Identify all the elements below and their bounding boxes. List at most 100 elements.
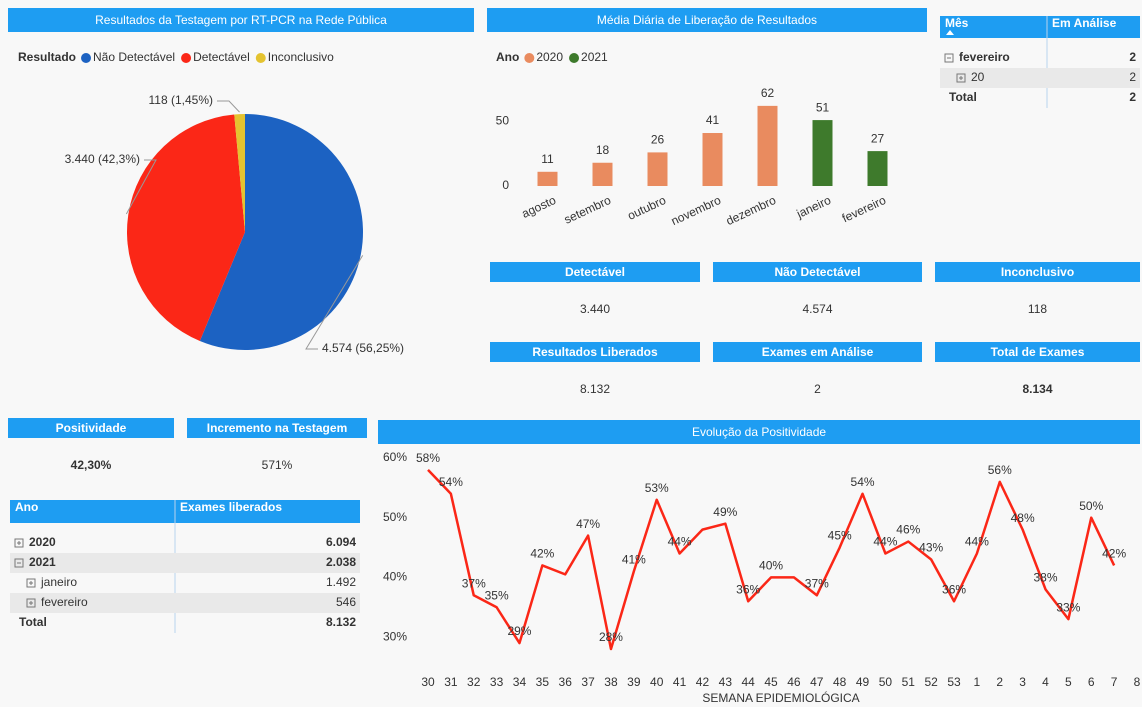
x-tick-label: 52	[924, 675, 938, 689]
legend-marker	[81, 53, 92, 63]
data-label: 4.574 (56,25%)	[322, 341, 404, 355]
bar	[867, 151, 888, 186]
data-label: 44%	[965, 535, 989, 549]
legend-label: Detectável	[193, 50, 250, 64]
legend-marker	[569, 53, 580, 63]
data-label: 53%	[645, 481, 669, 495]
card-header	[8, 418, 174, 438]
sort-arrow	[946, 30, 954, 35]
row-highlight	[10, 553, 360, 573]
x-tick-label: 8	[1134, 675, 1141, 689]
row-label: Total	[949, 90, 977, 104]
bar	[647, 152, 668, 186]
y-tick-label: 60%	[383, 450, 407, 464]
x-tick-label: 33	[490, 675, 504, 689]
data-label: 42%	[1102, 547, 1126, 561]
row-value: 2.038	[326, 555, 356, 569]
row-value: 1.492	[326, 575, 356, 589]
x-tick-label: 35	[536, 675, 550, 689]
data-label: 33%	[1056, 600, 1080, 614]
expand-icon	[26, 578, 36, 588]
leader-line	[305, 255, 364, 350]
column-header: Em Análise	[1052, 16, 1117, 30]
card-label: Total de Exames	[991, 345, 1085, 359]
card-label: Exames em Análise	[762, 345, 874, 359]
x-tick-label: 7	[1111, 675, 1118, 689]
data-label: 45%	[828, 529, 852, 543]
card-value: 4.574	[802, 302, 832, 316]
x-tick-label: 48	[833, 675, 847, 689]
x-tick-label: 32	[467, 675, 481, 689]
data-label: 37%	[462, 576, 486, 590]
x-tick-label: 5	[1065, 675, 1072, 689]
row-label: 2021	[29, 555, 56, 569]
data-label: 41	[706, 113, 720, 127]
row-value: 2	[1129, 50, 1136, 64]
row-label: fevereiro	[41, 595, 88, 609]
legend-label: 2020	[536, 50, 563, 64]
chart-title: Evolução da Positividade	[692, 425, 826, 439]
data-label: 44%	[873, 535, 897, 549]
card-label: Não Detectável	[774, 265, 860, 279]
x-tick-label: 39	[627, 675, 641, 689]
column-header: Ano	[15, 500, 38, 514]
x-tick-label: 34	[513, 675, 527, 689]
data-label: 50%	[1079, 499, 1103, 513]
x-tick-label: 37	[581, 675, 595, 689]
data-label: 49%	[713, 505, 737, 519]
x-tick-label: 30	[421, 675, 435, 689]
x-axis-title: SEMANA EPIDEMIOLÓGICA	[702, 690, 859, 705]
bar	[702, 133, 723, 186]
card-value: 8.132	[580, 382, 610, 396]
legend-label: Inconclusivo	[268, 50, 334, 64]
x-tick-label: 47	[810, 675, 824, 689]
expand-icon	[956, 73, 966, 83]
title-bar	[378, 420, 1140, 444]
y-tick-label: 30%	[383, 629, 407, 643]
table-header	[10, 500, 360, 523]
card-value: 2	[814, 382, 821, 396]
data-label: 26	[651, 133, 665, 147]
x-tick-label: 2	[996, 675, 1003, 689]
card-label: Detectável	[565, 265, 625, 279]
line	[427, 469, 1116, 651]
legend-title: Resultado	[18, 50, 76, 64]
x-tick-label: 40	[650, 675, 664, 689]
legend-label: Não Detectável	[93, 50, 175, 64]
legend-label: 2021	[581, 50, 608, 64]
x-tick-label: 45	[764, 675, 778, 689]
data-label: 44%	[668, 535, 692, 549]
data-label: 43%	[919, 541, 943, 555]
chart-title: Resultados da Testagem por RT-PCR na Red…	[95, 13, 387, 27]
row-value: 546	[336, 595, 356, 609]
y-tick-label: 50	[496, 114, 510, 128]
data-label: 46%	[896, 523, 920, 537]
data-label: 48%	[1011, 511, 1035, 525]
pie-slice	[234, 114, 245, 232]
data-label: 36%	[942, 582, 966, 596]
column-header: Mês	[945, 16, 969, 30]
data-label: 62	[761, 86, 775, 100]
card-label: Incremento na Testagem	[207, 421, 347, 435]
row-value: 2	[1129, 90, 1136, 104]
card-value: 8.134	[1022, 382, 1052, 396]
legend-title: Ano	[496, 50, 519, 64]
card-label: Positividade	[56, 421, 127, 435]
row-highlight	[10, 593, 360, 613]
data-label: 51	[816, 100, 830, 114]
x-tick-label: 4	[1042, 675, 1049, 689]
x-tick-label: 49	[856, 675, 870, 689]
title-bar	[487, 8, 927, 32]
table-header	[940, 16, 1140, 38]
data-label: 40%	[759, 559, 783, 573]
card-header	[713, 262, 922, 282]
data-label: 35%	[485, 588, 509, 602]
x-tick-label: 1	[974, 675, 981, 689]
row-value: 8.132	[326, 615, 356, 629]
legend-marker	[255, 53, 266, 63]
data-label: 56%	[988, 463, 1012, 477]
expand-icon	[944, 53, 954, 63]
bar	[537, 171, 558, 186]
y-tick-label: 0	[502, 178, 509, 192]
